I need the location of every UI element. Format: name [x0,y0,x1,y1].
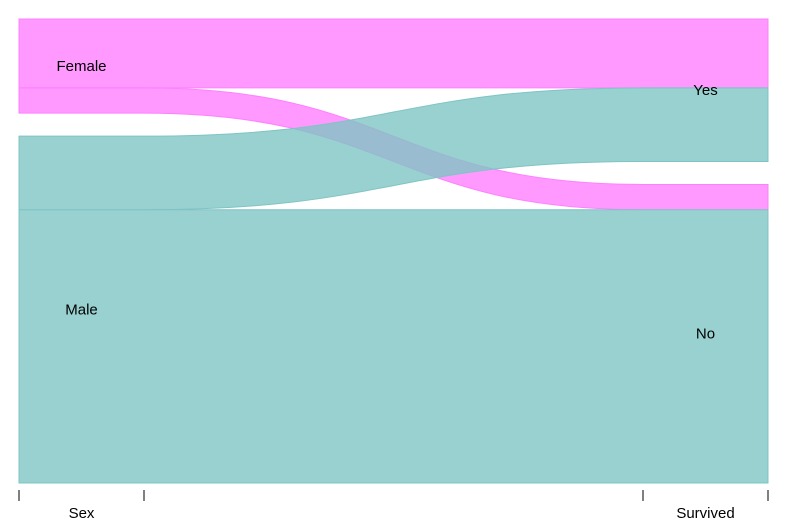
stratum-label-female: Female [56,58,106,75]
flow-female-to-yes [18,18,769,89]
x-axis: Sex Survived [18,490,769,521]
stratum-label-yes: Yes [693,82,717,99]
stratum-label-no: No [696,326,715,343]
flows-layer [18,18,769,484]
axis-label-survived: Survived [676,505,734,521]
axis-label-sex: Sex [69,505,95,521]
stratum-label-male: Male [65,302,98,319]
flow-male-to-no [18,209,769,484]
flow-male-to-yes [18,87,769,211]
category-labels-layer: Female Male Yes No [56,58,717,343]
